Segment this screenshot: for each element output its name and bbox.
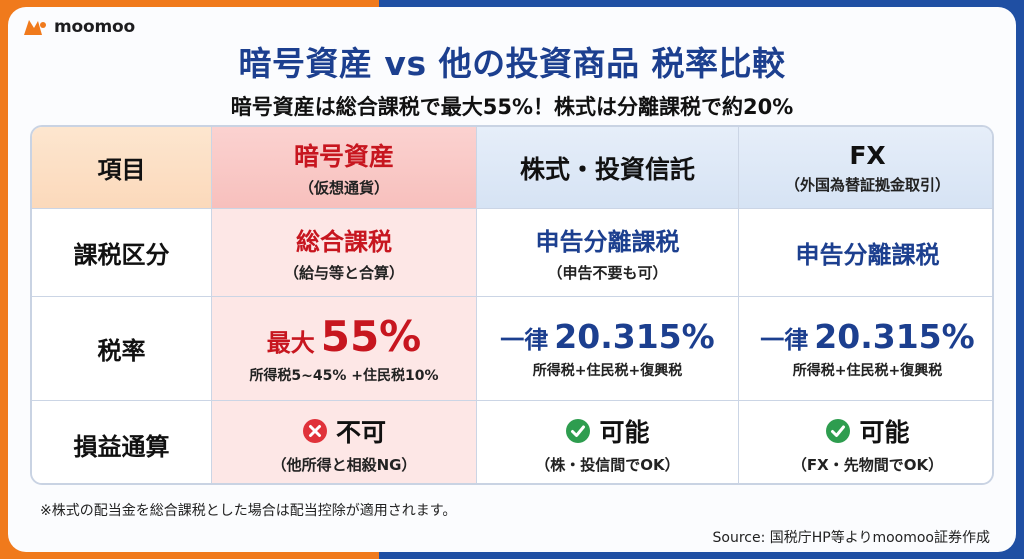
tax-category-crypto: 総合課税 （給与等と合算） [212,209,477,297]
tax-rate-stocks-sub: 所得税+住民税+復興税 [532,363,683,379]
moomoo-logo-icon [24,20,46,35]
row-tax-rate-label: 税率 [32,297,212,401]
tax-rate-fx-sub: 所得税+住民税+復興税 [792,363,943,379]
loss-offset-stocks-value: 可能 [599,418,650,447]
header-stocks-label: 株式・投資信託 [519,154,695,184]
tax-rate-crypto: 最大 55% 所得税5~45% +住民税10% [212,297,477,401]
tax-rate-crypto-prefix: 最大 [266,329,315,357]
loss-offset-crypto-sub: （他所得と相殺NG） [271,456,417,474]
loss-offset-stocks: 可能 （株・投信間でOK） [477,401,739,483]
tax-category-crypto-sub: （給与等と合算） [283,264,404,282]
header-stocks: 株式・投資信託 [477,127,739,209]
tax-category-label: 課税区分 [73,241,170,269]
check-circle-icon [826,419,851,443]
tax-rate-fx-prefix: 一律 [760,326,809,354]
tax-category-stocks: 申告分離課税 （申告不要も可） [477,209,739,297]
comparison-table: 項目 暗号資産 （仮想通貨） 株式・投資信託 FX （外国為替証拠金取引） 課税… [30,125,994,485]
loss-offset-crypto-value: 不可 [335,418,386,447]
loss-offset-crypto: 不可 （他所得と相殺NG） [212,401,477,483]
loss-offset-fx-value: 可能 [859,418,910,447]
cross-circle-icon [302,419,327,443]
header-fx-label: FX [849,140,886,170]
header-crypto-sub: （仮想通貨） [298,179,389,197]
row-loss-offset-label: 損益通算 [32,401,212,483]
tax-category-fx-value: 申告分離課税 [795,241,940,269]
tax-rate-stocks-value: 20.315% [554,317,715,356]
header-item-label: 項目 [97,156,146,184]
header-crypto: 暗号資産 （仮想通貨） [212,127,477,209]
loss-offset-label: 損益通算 [73,432,170,461]
header-crypto-label: 暗号資産 [293,142,394,171]
footnote: ※株式の配当金を総合課税とした場合は配当控除が適用されます。 [40,503,457,519]
page-title: 暗号資産 vs 他の投資商品 税率比較 [238,44,786,83]
header-item: 項目 [32,127,212,209]
tax-category-fx: 申告分離課税 [739,209,992,297]
tax-rate-fx: 一律 20.315% 所得税+住民税+復興税 [739,297,992,401]
tax-rate-fx-value: 20.315% [814,317,975,356]
loss-offset-fx-sub: （FX・先物間でOK） [791,456,944,474]
tax-category-crypto-value: 総合課税 [296,228,392,256]
check-circle-icon [566,419,591,443]
tax-rate-crypto-value: 55% [320,312,422,361]
header-fx-sub: （外国為替証拠金取引） [784,175,950,194]
tax-rate-stocks-prefix: 一律 [500,326,549,354]
tax-category-stocks-sub: （申告不要も可） [547,264,668,282]
infographic-card: moomoo 暗号資産 vs 他の投資商品 税率比較 暗号資産は総合課税で最大5… [8,7,1016,552]
header-fx: FX （外国為替証拠金取引） [739,127,992,209]
moomoo-logo: moomoo [22,17,135,37]
tax-rate-stocks: 一律 20.315% 所得税+住民税+復興税 [477,297,739,401]
source-credit: Source: 国税庁HP等よりmoomoo証券作成 [712,530,990,546]
loss-offset-fx: 可能 （FX・先物間でOK） [739,401,992,483]
loss-offset-stocks-sub: （株・投信間でOK） [535,456,680,474]
tax-category-stocks-value: 申告分離課税 [535,228,680,256]
page-subtitle: 暗号資産は総合課税で最大55%！株式は分離課税で約20% [230,95,794,119]
row-tax-category-label: 課税区分 [32,209,212,297]
tax-rate-crypto-sub: 所得税5~45% +住民税10% [249,368,439,384]
brand-name: moomoo [54,17,135,37]
tax-rate-label: 税率 [97,337,146,365]
